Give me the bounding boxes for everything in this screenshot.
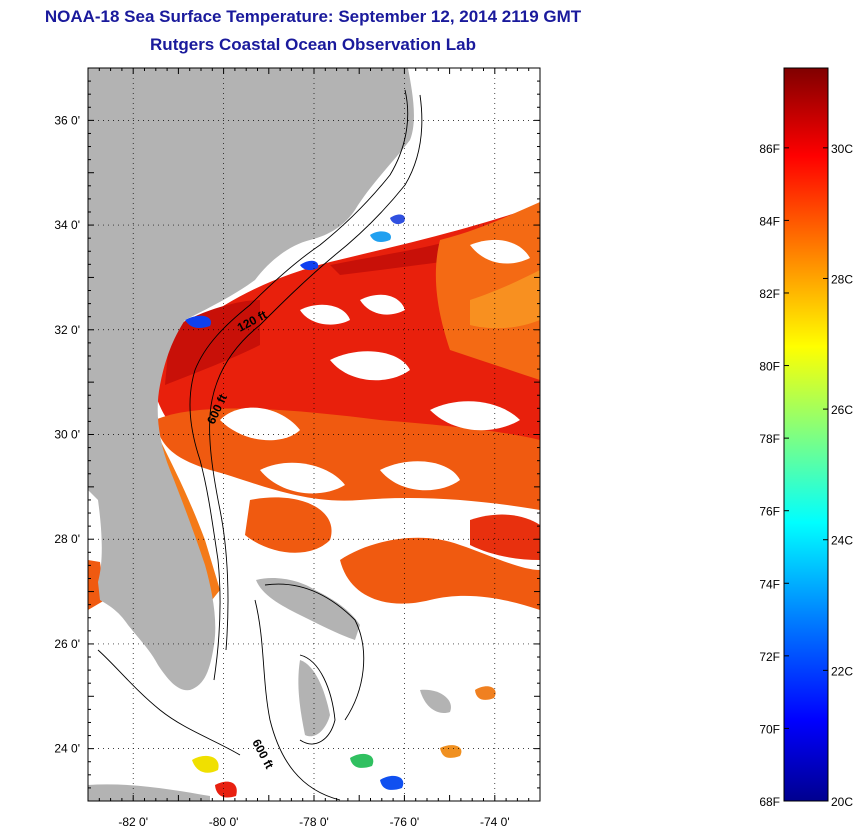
colorbar-f-label: 76F <box>759 505 780 519</box>
lat-tick-label: 32 0' <box>54 323 80 337</box>
lon-tick-label: -80 0' <box>209 815 239 829</box>
lat-tick-label: 28 0' <box>54 532 80 546</box>
lat-tick-label: 30 0' <box>54 428 80 442</box>
lon-tick-label: -78 0' <box>299 815 329 829</box>
colorbar-f-label: 68F <box>759 795 780 809</box>
colorbar-f-label: 72F <box>759 650 780 664</box>
sst-field <box>88 102 540 798</box>
colorbar-f-label: 78F <box>759 432 780 446</box>
cuba-coast <box>88 784 210 801</box>
lat-tick-label: 36 0' <box>54 113 80 127</box>
contour-florida-keys <box>97 649 241 756</box>
colorbar-f-label: 82F <box>759 287 780 301</box>
contour-120ft <box>189 89 409 681</box>
colorbar-bar <box>783 67 829 802</box>
map-axis-ticks <box>87 67 541 802</box>
lon-tick-label: -82 0' <box>118 815 148 829</box>
map-axis-labels: 24 0' 26 0' 28 0' 30 0' 32 0' 34 0' 36 0' -82 0… <box>54 113 509 829</box>
bahamas-east <box>420 689 451 714</box>
contour-600ft-south <box>254 599 341 801</box>
lon-tick-label: -74 0' <box>480 815 510 829</box>
atlantic-cloud-north <box>408 68 540 200</box>
colorbar-c-label: 26C <box>831 403 853 417</box>
lon-tick-label: -76 0' <box>390 815 420 829</box>
map-panel: 120 ft 600 ft 600 ft 24 0'26 0'28 0'30 0… <box>54 67 541 829</box>
colorbar-c-label: 28C <box>831 272 853 286</box>
us-mainland <box>88 68 414 691</box>
colorbar-f-label: 70F <box>759 722 780 736</box>
colorbar-c-label: 22C <box>831 664 853 678</box>
colorbar-f-label: 86F <box>759 142 780 156</box>
map-subtitle: Rutgers Coastal Ocean Observation Lab <box>150 35 476 54</box>
lat-tick-label: 24 0' <box>54 742 80 756</box>
colorbar-c-label: 30C <box>831 142 853 156</box>
colorbar-f-label: 74F <box>759 577 780 591</box>
map-gridlines <box>88 68 540 801</box>
lat-tick-label: 26 0' <box>54 637 80 651</box>
contour-bahamas-bank <box>264 583 365 721</box>
colorbar-ticks <box>784 147 828 802</box>
colorbar: 68F 70F 72F 74F 76F 78F 80F 82F 84F 86F 20C 22C 24C 2… <box>759 67 853 809</box>
colorbar-f-label: 80F <box>759 360 780 374</box>
lat-tick-label: 34 0' <box>54 218 80 232</box>
bahamas-north <box>256 578 360 640</box>
map-title: NOAA-18 Sea Surface Temperature: Septemb… <box>44 7 582 26</box>
contour-600ft <box>209 94 423 651</box>
colorbar-c-label: 24C <box>831 534 853 548</box>
colorbar-labels: 68F 70F 72F 74F 76F 78F 80F 82F 84F 86F 20C 22C 24C 2… <box>759 142 853 809</box>
colorbar-f-label: 84F <box>759 214 780 228</box>
colorbar-c-label: 20C <box>831 795 853 809</box>
